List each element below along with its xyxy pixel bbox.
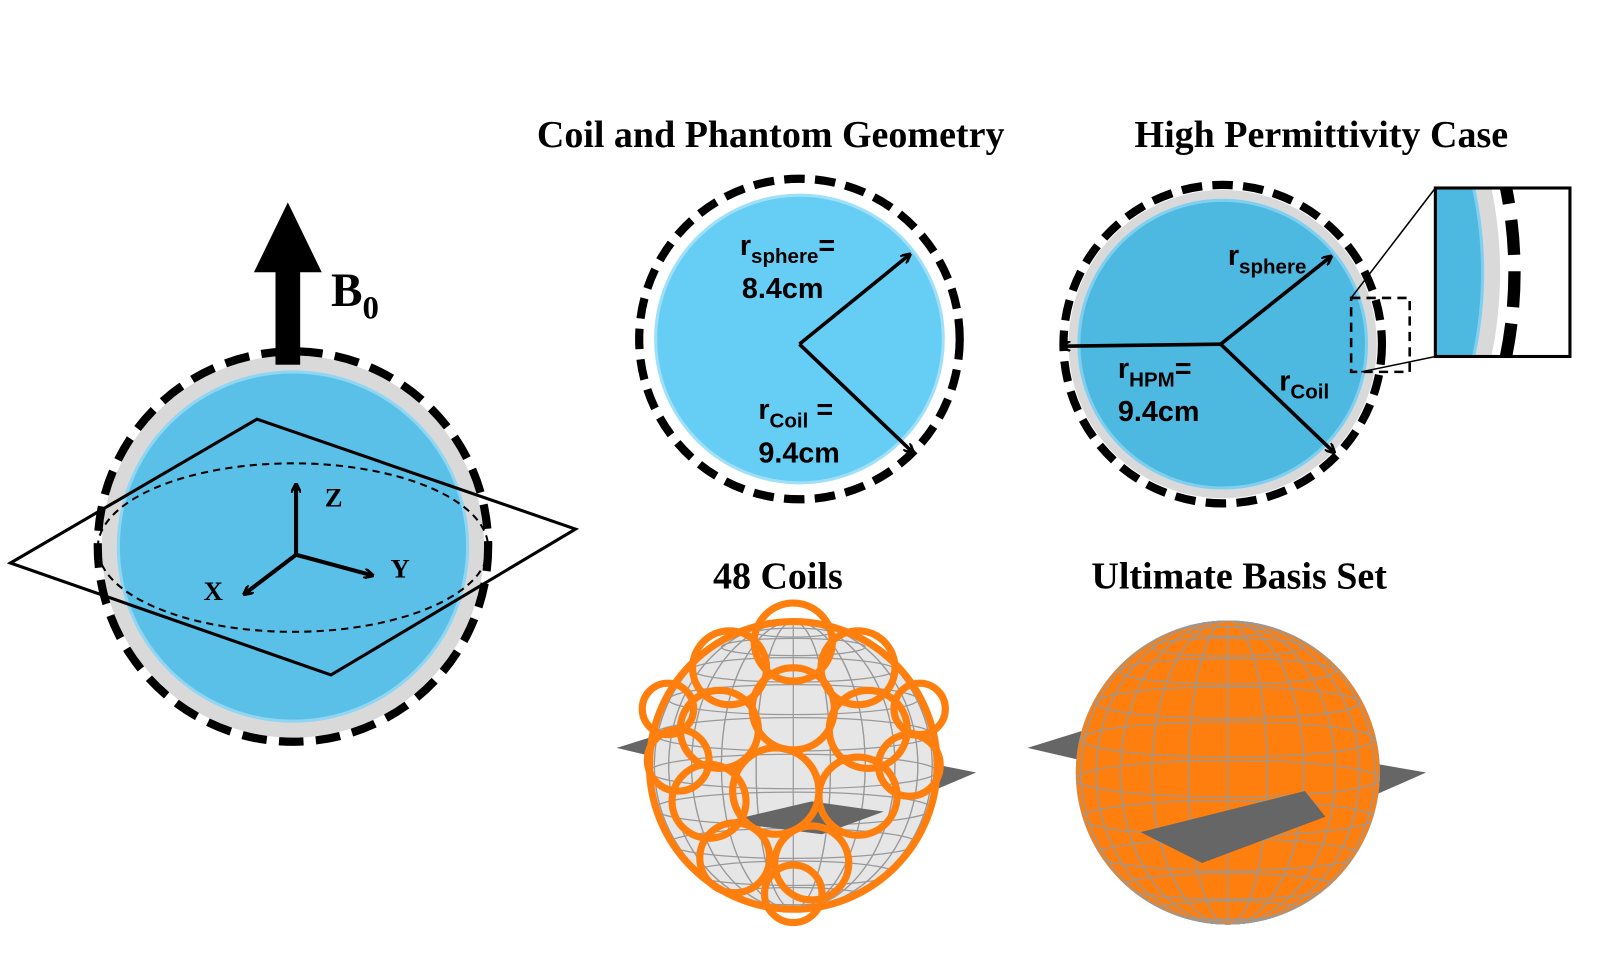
coil-loop [696,819,774,897]
field-label: B0 [331,265,379,326]
radius-label: rCoil [1279,365,1329,403]
longitude [1080,620,1376,925]
sphere [1075,620,1380,925]
title: 48 Coils [713,556,843,598]
longitude [1095,620,1361,925]
latitude [1187,920,1268,925]
subscript: Coil [1290,381,1329,404]
latitude [1119,657,1336,685]
latitude [1187,626,1268,638]
longitude [1187,620,1268,925]
radius-label: rCoil = [758,394,833,432]
suffix: = [808,394,833,426]
symbol: B [331,265,363,317]
radius-label: rsphere= [740,230,835,268]
latitude [1151,637,1305,657]
coil-loop [689,627,771,709]
subscript: 0 [362,290,378,326]
latitude [1080,721,1376,758]
coil-loop [760,861,826,927]
coil-loop [817,627,899,709]
coil-loop [638,679,698,739]
symbol: r [1228,240,1239,272]
subscript: sphere [751,245,818,268]
value-label: 9.4cm [758,437,840,469]
coil-loops [638,599,949,927]
title: Ultimate Basis Set [1091,556,1387,598]
value-label: 9.4cm [1118,396,1200,428]
title: Coil and Phantom Geometry [537,114,1005,156]
symbol: r [1279,365,1290,397]
axis-label: Z [325,482,343,512]
symbol: r [740,230,751,262]
longitude [668,621,919,910]
symbol: r [1118,353,1129,385]
subscript: HPM [1129,368,1175,391]
coil-array [616,599,977,927]
radius-label: rsphere [1228,240,1307,278]
axis-label: Y [391,553,410,583]
radius-label: rHPM= [1118,353,1192,391]
latitude [720,637,866,657]
plane-front [724,801,884,835]
latitude [1095,686,1361,720]
ultimate-sphere [1027,620,1427,925]
coil-loop [771,822,853,904]
suffix: = [1175,353,1192,385]
longitude [1151,620,1305,925]
subscript: Coil [770,409,809,432]
grid [1075,620,1380,925]
symbol: r [758,394,769,426]
suffix: = [818,230,835,262]
left-sphere [6,202,580,746]
geometry-sphere [635,174,964,504]
longitude [1119,620,1336,925]
value-label: 8.4cm [742,273,824,305]
axis-label: X [204,576,223,606]
longitude [653,621,933,910]
title: High Permittivity Case [1135,114,1509,156]
coil-loop [890,679,949,739]
latitude [1075,759,1380,798]
hpm-sphere [1059,180,1572,508]
subscript: sphere [1239,255,1306,278]
plane-front [1140,791,1326,863]
